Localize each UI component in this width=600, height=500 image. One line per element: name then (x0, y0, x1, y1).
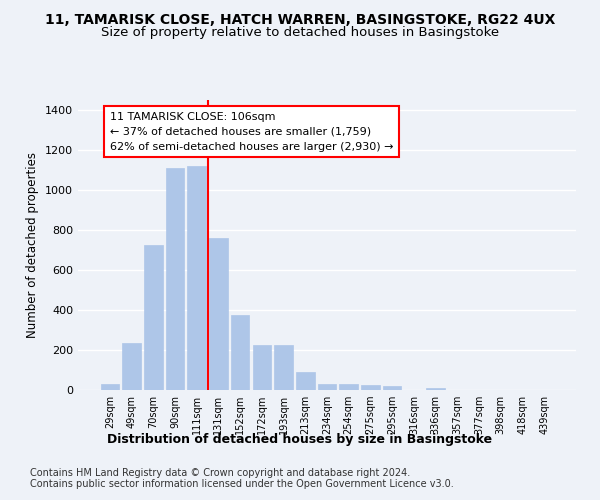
Text: Contains HM Land Registry data © Crown copyright and database right 2024.
Contai: Contains HM Land Registry data © Crown c… (30, 468, 454, 489)
Bar (101, 384, 119, 390)
Text: Size of property relative to detached houses in Basingstoke: Size of property relative to detached ho… (101, 26, 499, 39)
Bar (361, 385, 380, 390)
Bar (144, 245, 163, 390)
Text: 11, TAMARISK CLOSE, HATCH WARREN, BASINGSTOKE, RG22 4UX: 11, TAMARISK CLOSE, HATCH WARREN, BASING… (45, 12, 555, 26)
Bar (383, 386, 401, 390)
Bar (166, 168, 184, 390)
Y-axis label: Number of detached properties: Number of detached properties (26, 152, 40, 338)
Bar (296, 372, 314, 390)
Text: 11 TAMARISK CLOSE: 106sqm
← 37% of detached houses are smaller (1,759)
62% of se: 11 TAMARISK CLOSE: 106sqm ← 37% of detac… (110, 112, 394, 152)
Bar (231, 315, 250, 390)
Bar (427, 388, 445, 390)
Bar (318, 384, 336, 390)
Text: Distribution of detached houses by size in Basingstoke: Distribution of detached houses by size … (107, 432, 493, 446)
Bar (122, 343, 141, 390)
Bar (209, 238, 227, 390)
Bar (187, 166, 206, 390)
Bar (253, 345, 271, 390)
Bar (340, 384, 358, 390)
Bar (274, 345, 293, 390)
